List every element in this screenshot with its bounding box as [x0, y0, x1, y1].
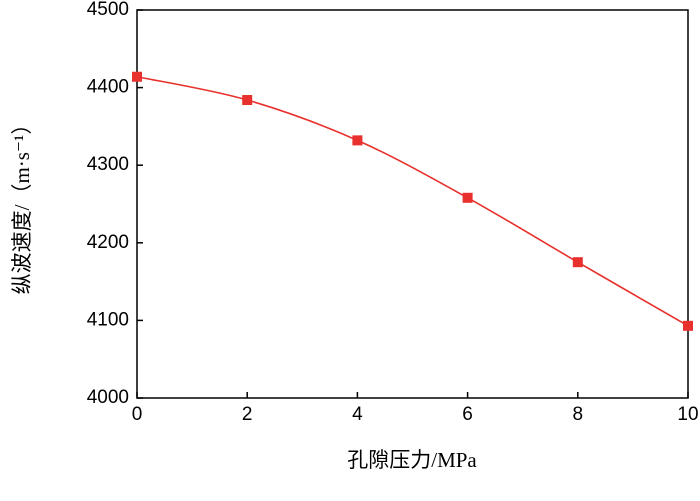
- y-tick-label: 4500: [87, 0, 129, 20]
- y-tick-label: 4300: [87, 154, 129, 175]
- x-tick-label: 0: [132, 404, 143, 425]
- marker: [352, 135, 363, 146]
- x-tick-label: 2: [242, 404, 253, 425]
- x-axis-title: 孔隙压力/MPa: [347, 448, 477, 472]
- x-tick-label: 8: [573, 404, 584, 425]
- x-tick-label: 4: [352, 404, 363, 425]
- y-tick-label: 4000: [87, 387, 129, 408]
- marker: [242, 95, 253, 106]
- y-tick-label: 4100: [87, 309, 129, 330]
- marker: [683, 320, 693, 331]
- x-tick-label: 10: [677, 404, 698, 425]
- series-line: [136, 75, 689, 327]
- y-tick-label: 4400: [87, 77, 129, 98]
- plot-frame: [136, 9, 689, 399]
- x-tick-label: 6: [462, 404, 473, 425]
- marker: [462, 192, 473, 203]
- marker: [132, 71, 142, 82]
- y-axis-title: 纵波速度/（m·s⁻¹）: [10, 114, 34, 295]
- marker: [572, 257, 583, 268]
- y-tick-label: 4200: [87, 232, 129, 253]
